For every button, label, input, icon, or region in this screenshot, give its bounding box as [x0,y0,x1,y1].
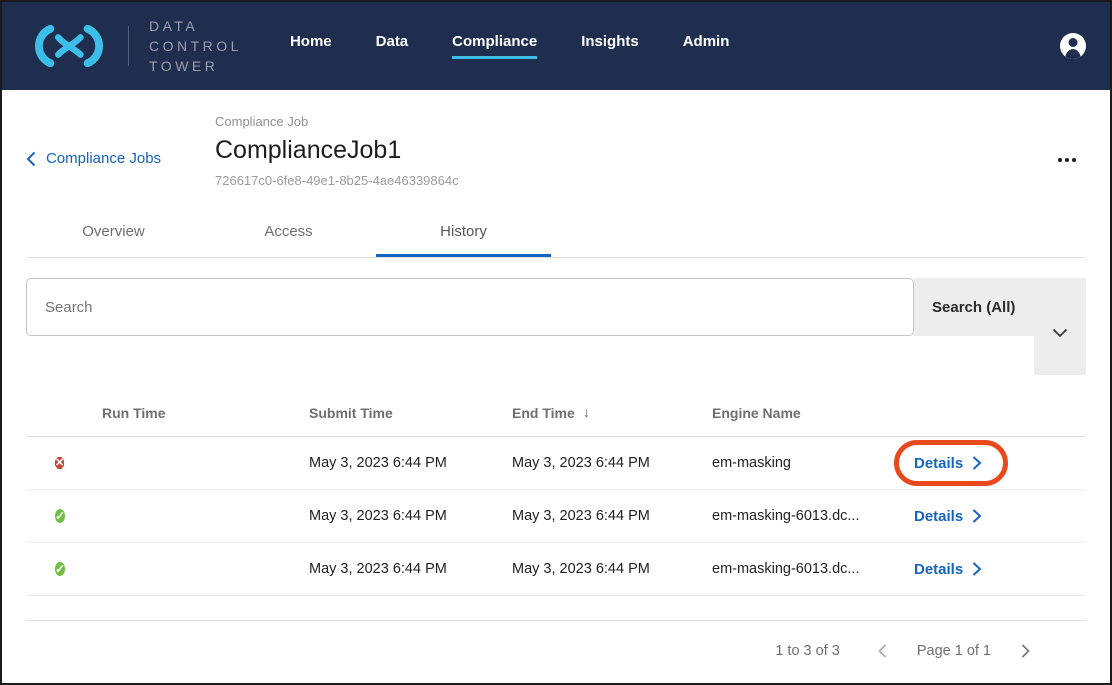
nav-item-data[interactable]: Data [375,33,409,50]
cell-engine-name: em-masking [712,455,791,471]
brand-line-1: DATA [149,17,199,34]
avatar-head-shape [1068,38,1078,47]
chevron-left-icon [26,151,36,166]
page-eyebrow: Compliance Job [215,114,309,129]
sort-desc-icon: ↓ [582,404,591,421]
status-error-icon: ✕ [55,457,65,469]
cell-submit-time: May 3, 2023 6:44 PM [309,508,447,524]
user-avatar-icon[interactable] [1060,33,1086,59]
back-link-label: Compliance Jobs [46,150,162,167]
tab-bar: Overview Access History [26,208,1086,258]
search-expand-button[interactable] [1034,278,1086,375]
details-link[interactable]: Details [914,508,982,525]
page-title: ComplianceJob1 [215,136,402,164]
cell-end-time: May 3, 2023 6:44 PM [512,561,650,577]
table-row: ✓ May 3, 2023 6:44 PM May 3, 2023 6:44 P… [26,490,1086,543]
previous-page-button[interactable] [874,640,891,662]
next-page-button[interactable] [1017,640,1034,662]
chevron-down-icon [1052,328,1068,338]
cell-engine-name: em-masking-6013.dc... [712,561,860,577]
nav-item-compliance[interactable]: Compliance [452,33,538,59]
search-toolbar: Search (All) [26,278,1086,375]
pagination-page-text: Page 1 of 1 [916,643,991,659]
chevron-right-icon [973,509,982,523]
brand-divider [128,25,129,66]
table-header-row: Run Time Submit Time End Time ↓ Engine N… [26,391,1086,437]
nav-item-home[interactable]: Home [289,33,332,50]
pagination-bar: 1 to 3 of 3 Page 1 of 1 [26,621,1086,681]
search-input[interactable] [27,279,913,335]
main-nav: Home Data Compliance Insights Admin [290,33,729,59]
brand-line-2: CONTROL [149,37,242,54]
table-bottom-spacer [26,596,1086,621]
nav-item-insights[interactable]: Insights [581,33,639,50]
more-options-button[interactable] [1054,154,1080,166]
page-header: Compliance Jobs Compliance Job Complianc… [26,90,1086,188]
status-success-icon: ✓ [55,509,66,523]
avatar-shoulders-shape [1065,49,1081,59]
cell-end-time: May 3, 2023 6:44 PM [512,508,650,524]
cell-end-time: May 3, 2023 6:44 PM [512,455,650,471]
status-success-icon: ✓ [55,562,66,576]
chevron-right-icon [973,456,982,470]
cell-submit-time: May 3, 2023 6:44 PM [309,455,447,471]
brand-wordmark: DATA CONTROL TOWER [149,16,242,77]
search-scope-select[interactable]: Search (All) [914,278,1034,336]
page-content: Compliance Jobs Compliance Job Complianc… [2,90,1110,681]
tab-history[interactable]: History [376,208,551,257]
col-engine-name[interactable]: Engine Name [712,404,801,421]
top-navbar: DATA CONTROL TOWER Home Data Compliance … [2,2,1110,90]
tab-access[interactable]: Access [264,223,313,240]
chevron-right-icon [1021,644,1030,658]
col-run-time[interactable]: Run Time [102,404,166,421]
more-options-icon [1058,158,1062,162]
cell-engine-name: em-masking-6013.dc... [712,508,860,524]
brand-line-3: TOWER [149,58,219,75]
back-to-compliance-jobs-link[interactable]: Compliance Jobs [26,150,161,167]
job-uuid: 726617c0-6fe8-49e1-8b25-4ae46339864c [215,173,459,188]
cell-submit-time: May 3, 2023 6:44 PM [309,561,447,577]
table-row: ✓ May 3, 2023 6:44 PM May 3, 2023 6:44 P… [26,543,1086,596]
nav-item-admin[interactable]: Admin [682,33,730,50]
table-row: ✕ May 3, 2023 6:44 PM May 3, 2023 6:44 P… [26,437,1086,490]
delphix-logo-icon [35,24,103,68]
search-box [26,278,914,336]
details-link[interactable]: Details [914,455,982,472]
tab-overview[interactable]: Overview [82,223,145,240]
col-submit-time[interactable]: Submit Time [309,404,393,421]
chevron-left-icon [878,644,886,658]
brand-logo[interactable]: DATA CONTROL TOWER [26,16,242,77]
pagination-range-text: 1 to 3 of 3 [775,643,840,659]
details-link[interactable]: Details [914,561,982,578]
history-table: Run Time Submit Time End Time ↓ Engine N… [26,391,1086,681]
chevron-right-icon [973,562,982,576]
col-end-time[interactable]: End Time ↓ [512,404,591,421]
